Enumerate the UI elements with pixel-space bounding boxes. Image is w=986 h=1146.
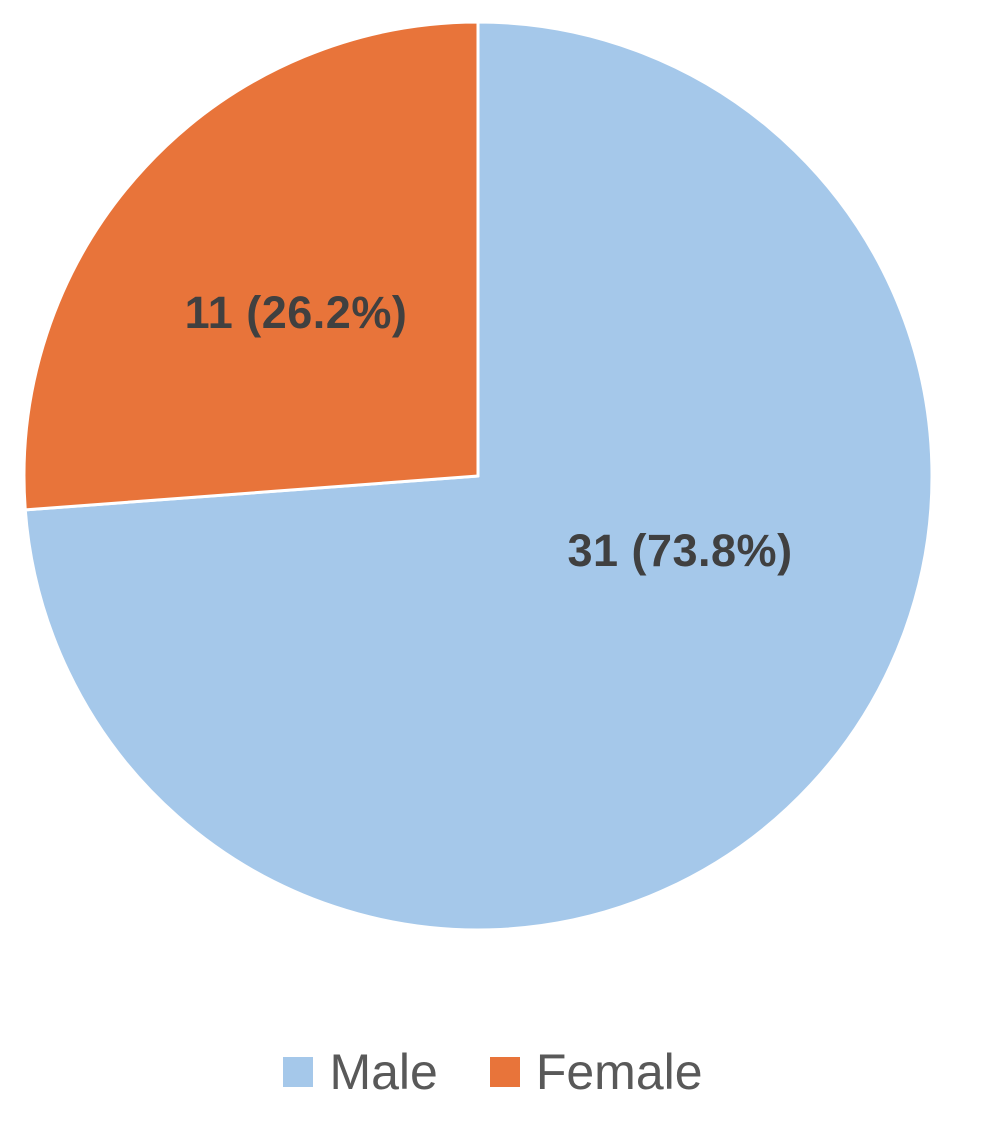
legend-swatch-male-icon (283, 1057, 314, 1087)
legend: Male Female (0, 1047, 986, 1097)
legend-item-male: Male (283, 1044, 438, 1100)
legend-swatch-female-icon (489, 1057, 520, 1087)
pie-slice-female (22, 20, 480, 512)
legend-label-female: Female (535, 1044, 703, 1100)
data-label-female: 11 (26.2%) (184, 287, 408, 338)
legend-label-male: Male (329, 1044, 438, 1100)
data-label-male: 31 (73.8%) (567, 525, 793, 576)
legend-item-female: Female (489, 1044, 703, 1100)
